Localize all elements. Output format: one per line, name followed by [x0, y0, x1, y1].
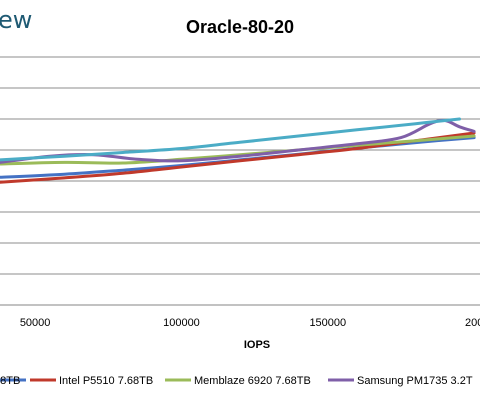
x-tick-label: 50000 — [20, 317, 51, 329]
x-tick-labels: 50000 100000 150000 200 — [20, 317, 480, 329]
gridlines — [0, 56, 480, 275]
legend-label: Memblaze 6920 7.68TB — [194, 375, 311, 387]
watermark-text: ew — [0, 6, 32, 34]
chart-title: Oracle-80-20 — [186, 17, 294, 37]
legend-label: Samsung PM1735 3.2T — [357, 375, 473, 387]
legend-label: Intel P5510 7.68TB — [59, 375, 153, 387]
x-tick-label: 200 — [465, 317, 480, 329]
legend-label: 68TB — [0, 375, 20, 387]
x-tick-label: 150000 — [309, 317, 346, 329]
series-group — [0, 117, 476, 184]
x-axis-title: IOPS — [244, 339, 270, 351]
series-line-5 — [0, 117, 461, 162]
legend: 68TB Intel P5510 7.68TB Memblaze 6920 7.68… — [0, 375, 473, 387]
x-tick-label: 100000 — [163, 317, 200, 329]
